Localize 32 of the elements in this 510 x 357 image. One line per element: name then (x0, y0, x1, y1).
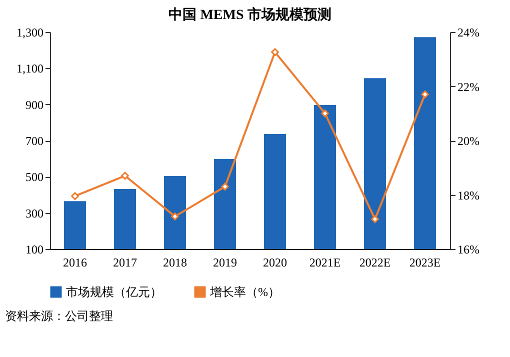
x-tick-label: 2022E (359, 256, 391, 270)
y-tick-label: 1,300 (16, 26, 44, 40)
point (321, 109, 329, 118)
y-tick-label: 500 (26, 170, 44, 184)
y2-tick-label: 20% (458, 134, 480, 148)
y-tick-label: 900 (26, 98, 44, 112)
x-tick-label: 2021E (309, 256, 341, 270)
chart-title: 中国 MEMS 市场规模预测 (168, 6, 332, 23)
x-tick-label: 2023E (409, 256, 441, 270)
x-tick-label: 2019 (213, 256, 237, 270)
point (71, 192, 79, 200)
y2-tick-label: 24% (458, 26, 480, 40)
point (371, 215, 379, 224)
point (221, 182, 229, 191)
point (421, 90, 429, 98)
text: 资料来源：公司整理 (5, 309, 113, 323)
y2-tick-label: 22% (458, 80, 480, 94)
y2-tick-label: 18% (458, 188, 480, 202)
y2-tick-label: 16% (458, 242, 480, 256)
y-tick-label: 300 (26, 206, 44, 220)
y-tick-label: 700 (26, 134, 44, 148)
x-tick-label: 2017 (113, 256, 137, 270)
x-tick-label: 2016 (63, 256, 87, 270)
legend-label: 增长率（%） (209, 285, 280, 299)
point (171, 212, 179, 220)
y-tick-label: 1,100 (16, 62, 44, 76)
y-tick-label: 100 (26, 242, 44, 256)
point (271, 48, 279, 56)
x-tick-label: 2018 (163, 256, 187, 270)
point (121, 172, 129, 180)
legend-label: 市场规模（亿元） (66, 285, 162, 299)
x-tick-label: 2020 (263, 256, 287, 270)
